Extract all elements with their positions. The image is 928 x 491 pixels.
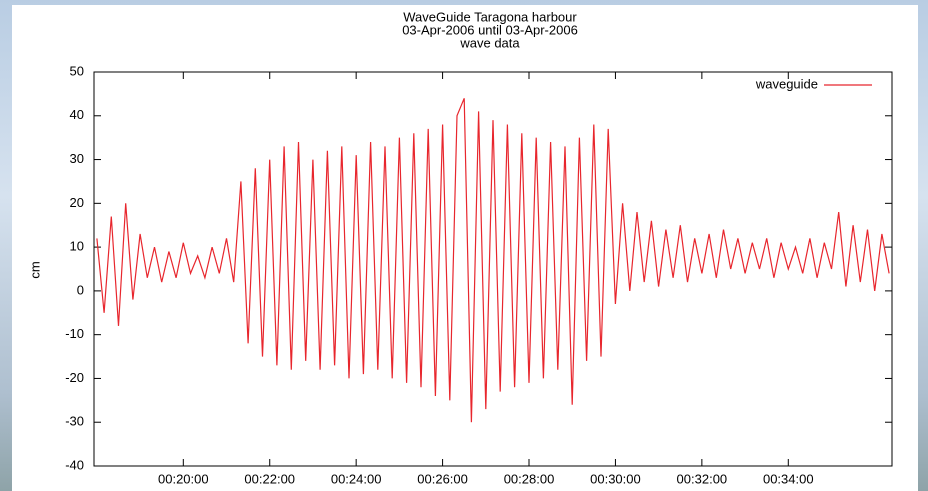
y-tick-label: 50 bbox=[70, 63, 84, 78]
y-axis-label: cm bbox=[27, 261, 42, 278]
x-tick-label: 00:20:00 bbox=[158, 471, 209, 486]
y-tick-label: -30 bbox=[65, 414, 84, 429]
chart-title: WaveGuide Taragona harbour bbox=[403, 9, 577, 24]
x-tick-label: 00:26:00 bbox=[417, 471, 468, 486]
y-tick-label: 10 bbox=[70, 239, 84, 254]
y-tick-label: -20 bbox=[65, 370, 84, 385]
y-tick-label: 30 bbox=[70, 151, 84, 166]
x-tick-label: 00:24:00 bbox=[331, 471, 382, 486]
legend-label: waveguide bbox=[755, 76, 818, 91]
y-tick-label: -10 bbox=[65, 326, 84, 341]
chart-title: wave data bbox=[459, 35, 520, 50]
x-tick-label: 00:34:00 bbox=[763, 471, 814, 486]
data-line bbox=[96, 98, 890, 423]
x-tick-label: 00:30:00 bbox=[590, 471, 641, 486]
y-tick-label: 0 bbox=[77, 282, 84, 297]
panel bbox=[12, 5, 918, 491]
chart-title: 03-Apr-2006 until 03-Apr-2006 bbox=[402, 22, 578, 37]
plot-border bbox=[93, 71, 893, 467]
x-tick-label: 00:28:00 bbox=[504, 471, 555, 486]
x-tick-label: 00:22:00 bbox=[244, 471, 295, 486]
x-tick-label: 00:32:00 bbox=[677, 471, 728, 486]
y-tick-label: 40 bbox=[70, 107, 84, 122]
y-tick-label: 20 bbox=[70, 195, 84, 210]
y-tick-label: -40 bbox=[65, 457, 84, 472]
